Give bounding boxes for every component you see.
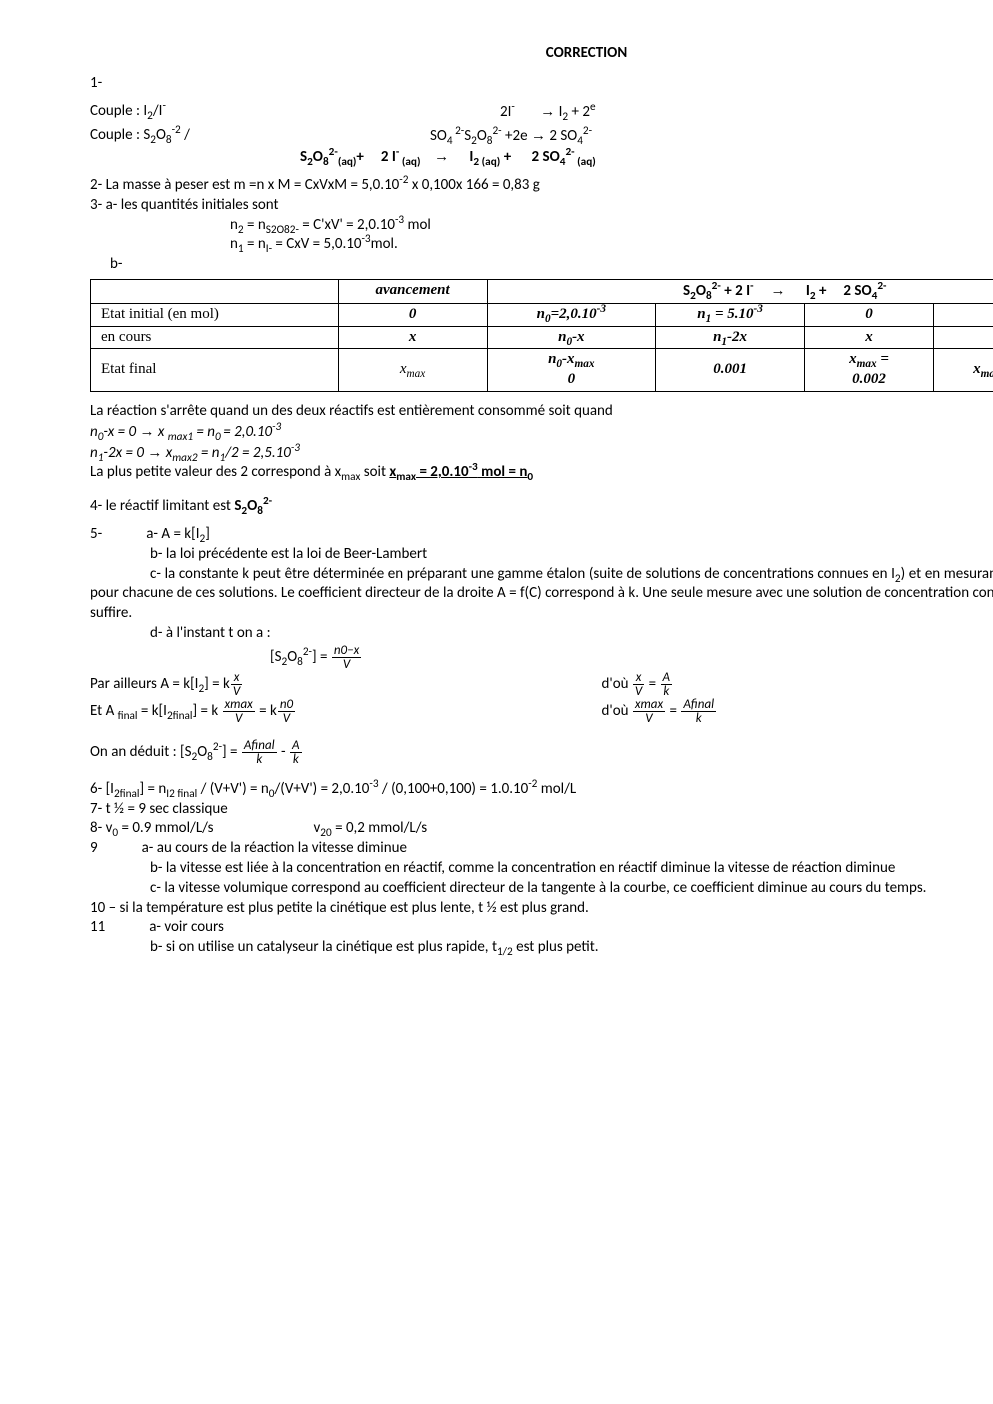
n2d: mol bbox=[404, 216, 431, 234]
ge-j: (aq) bbox=[577, 155, 596, 169]
arrow-icon: → bbox=[771, 282, 786, 299]
arrow-icon: → bbox=[531, 127, 546, 144]
n1a: n bbox=[230, 235, 238, 253]
row-init-label: Etat initial (en mol) bbox=[91, 303, 339, 326]
sec-1: 1- bbox=[90, 74, 993, 94]
arrow-icon: → bbox=[434, 148, 449, 165]
arrow-icon: → bbox=[540, 103, 555, 120]
global-eq: S2O82-(aq)+ 2 I- (aq) → I2 (aq) + 2 SO42… bbox=[90, 147, 993, 168]
row-final-c4: xmax=0.004 bbox=[934, 349, 993, 392]
heq-b: O bbox=[696, 282, 706, 300]
deduit: On an déduit : [S2O82-] = Afinalk - Ak bbox=[90, 739, 993, 766]
c2-e: 2 SO bbox=[546, 127, 577, 145]
la-plus: La plus petite valeur des 2 correspond à… bbox=[90, 463, 993, 483]
arrow-icon: → bbox=[139, 423, 154, 440]
line-5b: b- la loi précédente est la loi de Beer-… bbox=[150, 545, 993, 565]
couple1-label: Couple : I2/I- bbox=[90, 102, 250, 123]
row-cours-c4: 2x bbox=[934, 326, 993, 349]
line-7: 7- t ½ = 9 sec classique bbox=[90, 800, 993, 820]
couple1-rhs-b: + 2 bbox=[568, 103, 590, 121]
row-init-c1: n0=2,0.10-3 bbox=[487, 303, 656, 326]
eq-row1: Par ailleurs A = k[I2] = kxV d'où xV = A… bbox=[90, 671, 993, 698]
th-avancement: avancement bbox=[338, 279, 487, 303]
line-5d: d- à l'instant t on a : bbox=[150, 624, 993, 644]
n1-line: n1 = nI- = CxV = 5,0.10-3mol. bbox=[230, 235, 993, 255]
line-5a: 5-a- A = k[I2] bbox=[90, 525, 993, 545]
after-table-1: La réaction s'arrête quand un des deux r… bbox=[90, 402, 993, 422]
ge-e: (aq) bbox=[402, 155, 421, 169]
line2-a: 2- La masse à peser est m =n x M = CxVxM… bbox=[90, 176, 399, 194]
ge-g: 2 (aq) bbox=[473, 155, 500, 169]
line-11b: b- si on utilise un catalyseur la cinéti… bbox=[150, 938, 993, 958]
line-4: 4- le réactif limitant est S2O82- bbox=[90, 497, 993, 517]
ge-h: + bbox=[504, 148, 511, 166]
n1b: = n bbox=[244, 235, 266, 253]
row-final-c3: xmax =0.002 bbox=[805, 349, 934, 392]
c2-d: +2e bbox=[502, 127, 531, 145]
heq-f: 2 SO bbox=[843, 282, 871, 300]
row-init-c3: 0 bbox=[805, 303, 934, 326]
n2c: = C'xV' = 2,0.10 bbox=[299, 216, 395, 234]
row-final-c2: 0.001 bbox=[656, 349, 805, 392]
n1c: = CxV = 5,0.10 bbox=[272, 235, 361, 253]
n1d: mol. bbox=[371, 235, 398, 253]
row-init-c2: n1 = 5.10-3 bbox=[656, 303, 805, 326]
cond1: n0-x = 0 → x max1 = n0 = 2,0.10-3 bbox=[90, 422, 993, 443]
line-2: 2- La masse à peser est m =n x M = CxVxM… bbox=[90, 176, 993, 196]
line-11a: 11a- voir cours bbox=[90, 918, 993, 938]
row-cours-c2: n1-2x bbox=[656, 326, 805, 349]
line-3: 3- a- les quantités initiales sont bbox=[90, 196, 993, 216]
row-cours-av: x bbox=[338, 326, 487, 349]
row-cours-label: en cours bbox=[91, 326, 339, 349]
heq-e: + bbox=[816, 282, 827, 300]
reaction-table: avancement S2O82- + 2 I- → I2 + 2 SO42- … bbox=[90, 279, 993, 392]
couple1-eq: 2I- → I2 + 2e bbox=[250, 102, 993, 123]
cond2: n1-2x = 0 → xmax2 = n1/2 = 2,5.10-3 bbox=[90, 443, 993, 464]
row-final-c1: n0-xmax0 bbox=[487, 349, 656, 392]
n2a: n bbox=[230, 216, 238, 234]
ge-d: 2 I bbox=[381, 148, 396, 166]
page-title: CORRECTION bbox=[90, 44, 993, 64]
n2-line: n2 = nS2O82- = C'xV' = 2,0.10-3 mol bbox=[230, 216, 993, 236]
line-9a: 9a- au cours de la réaction la vitesse d… bbox=[90, 839, 993, 859]
eq-s2o8: [S2O82-] = n0−xV bbox=[90, 644, 993, 671]
row-init-av: 0 bbox=[338, 303, 487, 326]
b-dash: b- bbox=[110, 255, 993, 275]
arrow-icon: → bbox=[147, 444, 162, 461]
line-8: 8- v0 = 0.9 mmol/L/sv20 = 0,2 mmol/L/s bbox=[90, 819, 993, 839]
eq-row2: Et A final = k[I2final] = k xmaxV = kn0V… bbox=[90, 698, 993, 725]
heq-c: + 2 I bbox=[721, 282, 750, 300]
line-9b: b- la vitesse est liée à la concentratio… bbox=[90, 859, 993, 879]
couple1-lhs: 2I bbox=[500, 103, 511, 121]
ge-b: O bbox=[313, 148, 323, 166]
couple1-label-text: Couple : I bbox=[90, 102, 147, 120]
ge-c: + bbox=[356, 148, 363, 166]
c2-a: SO bbox=[430, 127, 447, 145]
line-10: 10 – si la température est plus petite l… bbox=[90, 899, 993, 919]
couple2-eq: SO4 2-S2O82- +2e → 2 SO42- bbox=[250, 126, 993, 147]
row-init-c4: 0 bbox=[934, 303, 993, 326]
couple2-label: Couple : S2O8-2 / bbox=[90, 126, 250, 147]
c2-c: O bbox=[477, 127, 487, 145]
ge-i: 2 SO bbox=[532, 148, 560, 166]
line-6: 6- [I2final] = nI2 final / (V+V') = n0/(… bbox=[90, 780, 993, 800]
line-9c: c- la vitesse volumique correspond au co… bbox=[90, 879, 993, 899]
line2-b: x 0,100x 166 = 0,83 g bbox=[408, 176, 539, 194]
row-final-av: xmax bbox=[338, 349, 487, 392]
row-cours-c1: n0-x bbox=[487, 326, 656, 349]
line-5c: c- la constante k peut être déterminée e… bbox=[90, 565, 993, 624]
couple2-label-text: Couple : S bbox=[90, 126, 150, 144]
th-equation: S2O82- + 2 I- → I2 + 2 SO42- bbox=[487, 279, 993, 303]
row-cours-c3: x bbox=[805, 326, 934, 349]
n2b: = n bbox=[244, 216, 266, 234]
row-final-label: Etat final bbox=[91, 349, 339, 392]
